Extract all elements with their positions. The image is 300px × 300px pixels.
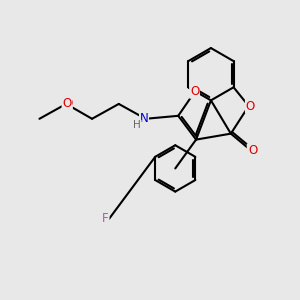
Text: O: O xyxy=(62,98,71,110)
Text: N: N xyxy=(140,112,148,125)
Text: F: F xyxy=(102,212,109,226)
Text: O: O xyxy=(190,85,199,98)
Text: O: O xyxy=(245,100,255,112)
Text: O: O xyxy=(190,85,199,98)
Text: H: H xyxy=(133,120,141,130)
Text: O: O xyxy=(248,144,257,157)
Text: N: N xyxy=(140,112,148,125)
Text: F: F xyxy=(102,212,109,226)
Text: H: H xyxy=(133,120,141,130)
Text: O: O xyxy=(63,98,72,110)
Text: O: O xyxy=(247,144,256,157)
Text: O: O xyxy=(245,100,255,112)
